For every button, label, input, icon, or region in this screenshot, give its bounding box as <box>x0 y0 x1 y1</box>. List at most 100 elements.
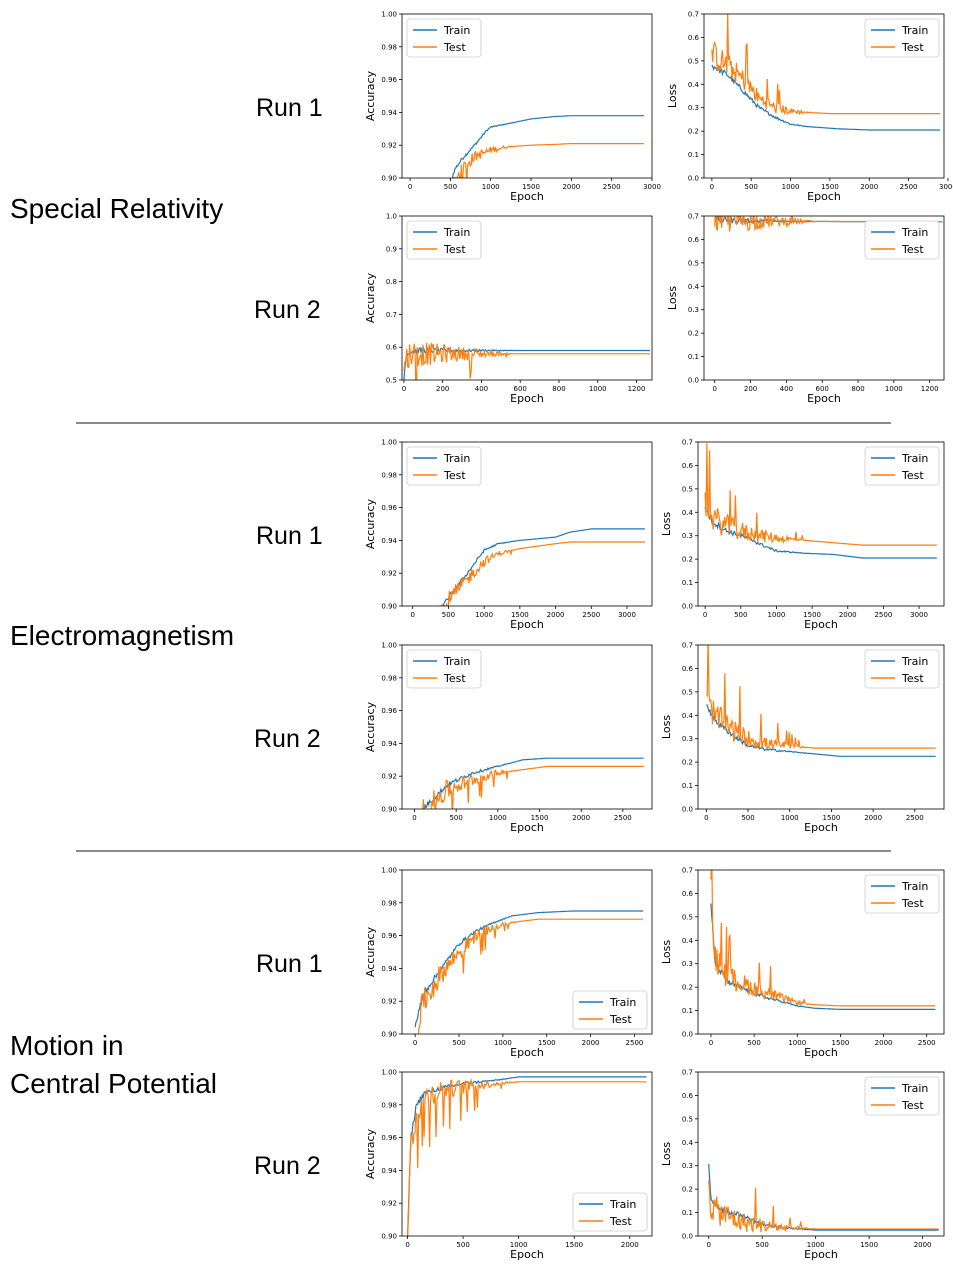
legend: Train Test <box>406 446 482 486</box>
legend: Train Test <box>864 874 940 914</box>
y-tick-label: 0.6 <box>682 462 694 470</box>
y-tick-label: 0.98 <box>381 899 397 907</box>
plot-area <box>710 870 936 1010</box>
x-tick-label: 0 <box>706 1241 710 1249</box>
legend-label-test: Test <box>609 1013 632 1026</box>
x-tick-label: 2000 <box>839 611 857 619</box>
legend-label-train: Train <box>901 880 928 893</box>
y-tick-label: 0.0 <box>682 806 693 814</box>
series-line-test <box>440 541 645 606</box>
x-tick-label: 2500 <box>874 611 892 619</box>
x-tick-label: 1200 <box>921 385 939 393</box>
y-tick-label: 0.7 <box>682 439 693 447</box>
y-tick-label: 0.6 <box>682 1092 694 1100</box>
y-tick-label: 0.90 <box>381 175 397 183</box>
y-tick-label: 0.2 <box>688 128 699 136</box>
y-tick-label: 0.98 <box>381 471 397 479</box>
y-axis-label: Accuracy <box>364 498 377 549</box>
series-line-train <box>708 1163 939 1231</box>
series-line-test <box>418 918 644 1034</box>
x-tick-label: 1000 <box>781 814 799 822</box>
legend-label-test: Test <box>901 243 924 256</box>
x-tick-label: 400 <box>475 385 488 393</box>
x-tick-label: 0 <box>402 385 406 393</box>
plot-frame <box>401 869 653 1035</box>
section-label-electromagnetism: Electromagnetism <box>10 620 235 651</box>
plot-frame <box>703 215 945 381</box>
x-tick-label: 0 <box>713 385 717 393</box>
x-tick-label: 2000 <box>582 1039 600 1047</box>
x-tick-label: 2000 <box>864 814 882 822</box>
x-tick-label: 2500 <box>603 183 621 191</box>
legend: Train Test <box>864 649 940 689</box>
x-axis-label: Epoch <box>804 1248 838 1261</box>
legend-label-train: Train <box>609 996 636 1009</box>
x-tick-label: 500 <box>734 611 747 619</box>
y-axis-label: Loss <box>660 1142 673 1166</box>
series-line-train <box>710 903 936 1010</box>
x-tick-label: 0 <box>412 814 416 822</box>
x-tick-label: 500 <box>449 814 462 822</box>
x-tick-label: 2500 <box>906 814 924 822</box>
legend-label-test: Test <box>443 243 466 256</box>
plot-frame <box>697 644 945 810</box>
chart-em-run1-loss: 0.0 0.1 0.2 0.3 0.4 0.5 0.6 0.7 0 500 1000 1500 2000… <box>660 439 945 631</box>
y-axis-label: Accuracy <box>364 272 377 323</box>
y-tick-label: 0.2 <box>688 330 699 338</box>
x-tick-label: 1000 <box>482 183 500 191</box>
plot-area <box>711 14 941 131</box>
y-tick-label: 0.98 <box>381 674 397 682</box>
y-tick-label: 1.00 <box>381 1069 397 1077</box>
x-tick-label: 1500 <box>565 1241 583 1249</box>
x-axis-label: Epoch <box>804 618 838 631</box>
section-label-special-relativity: Special Relativity <box>10 193 224 224</box>
series-line-test <box>454 143 644 178</box>
y-tick-label: 0.98 <box>381 1101 397 1109</box>
x-tick-label: 0 <box>704 814 708 822</box>
y-tick-label: 0.9 <box>386 245 397 253</box>
y-tick-label: 0.0 <box>688 175 699 183</box>
x-axis-label: Epoch <box>510 821 544 834</box>
x-tick-label: 500 <box>745 183 758 191</box>
x-axis-label: Epoch <box>510 190 544 203</box>
plot-frame <box>697 1071 945 1237</box>
y-tick-label: 0.5 <box>682 913 693 921</box>
y-tick-label: 0.0 <box>688 377 699 385</box>
y-tick-label: 0.92 <box>381 570 397 578</box>
y-axis-label: Loss <box>666 84 679 108</box>
x-tick-label: 1500 <box>821 183 839 191</box>
y-tick-label: 0.92 <box>381 1200 397 1208</box>
legend-label-test: Test <box>901 897 924 910</box>
x-axis-label: Epoch <box>804 1046 838 1059</box>
plot-frame <box>703 13 945 179</box>
plot-area <box>407 1076 647 1236</box>
y-axis-label: Accuracy <box>364 70 377 121</box>
y-tick-label: 0.4 <box>682 509 694 517</box>
legend: Train Test <box>864 1076 940 1116</box>
x-tick-label: 500 <box>452 1039 465 1047</box>
series-line-train <box>407 1076 647 1236</box>
series-line-train <box>711 64 941 131</box>
y-tick-label: 0.2 <box>682 759 693 767</box>
x-tick-label: 2000 <box>547 611 565 619</box>
y-tick-label: 0.7 <box>682 642 693 650</box>
x-tick-label: 1500 <box>531 814 549 822</box>
legend: Train Test <box>864 446 940 486</box>
legend-label-test: Test <box>443 41 466 54</box>
chart-mcp-run2-loss: 0.0 0.1 0.2 0.3 0.4 0.5 0.6 0.7 0 500 1000 1500 2000… <box>660 1069 945 1261</box>
series-line-test <box>708 1180 939 1234</box>
y-tick-label: 0.0 <box>682 1031 693 1039</box>
y-tick-label: 0.2 <box>682 1186 693 1194</box>
series-line-test <box>422 765 644 809</box>
plot-area <box>403 342 651 380</box>
y-tick-label: 0.6 <box>682 890 694 898</box>
y-tick-label: 0.98 <box>381 43 397 51</box>
legend: Train Test <box>864 18 940 58</box>
y-axis-label: Loss <box>660 512 673 536</box>
run-label-sr-1: Run 1 <box>256 94 323 122</box>
y-tick-label: 0.1 <box>688 353 699 361</box>
run-label-em-2: Run 2 <box>254 725 321 753</box>
chart-em-run1-accuracy: 0.90 0.92 0.94 0.96 0.98 1.00 0 500 1000 1500 2000… <box>364 439 653 631</box>
y-tick-label: 0.3 <box>682 735 693 743</box>
x-tick-label: 1000 <box>494 1039 512 1047</box>
